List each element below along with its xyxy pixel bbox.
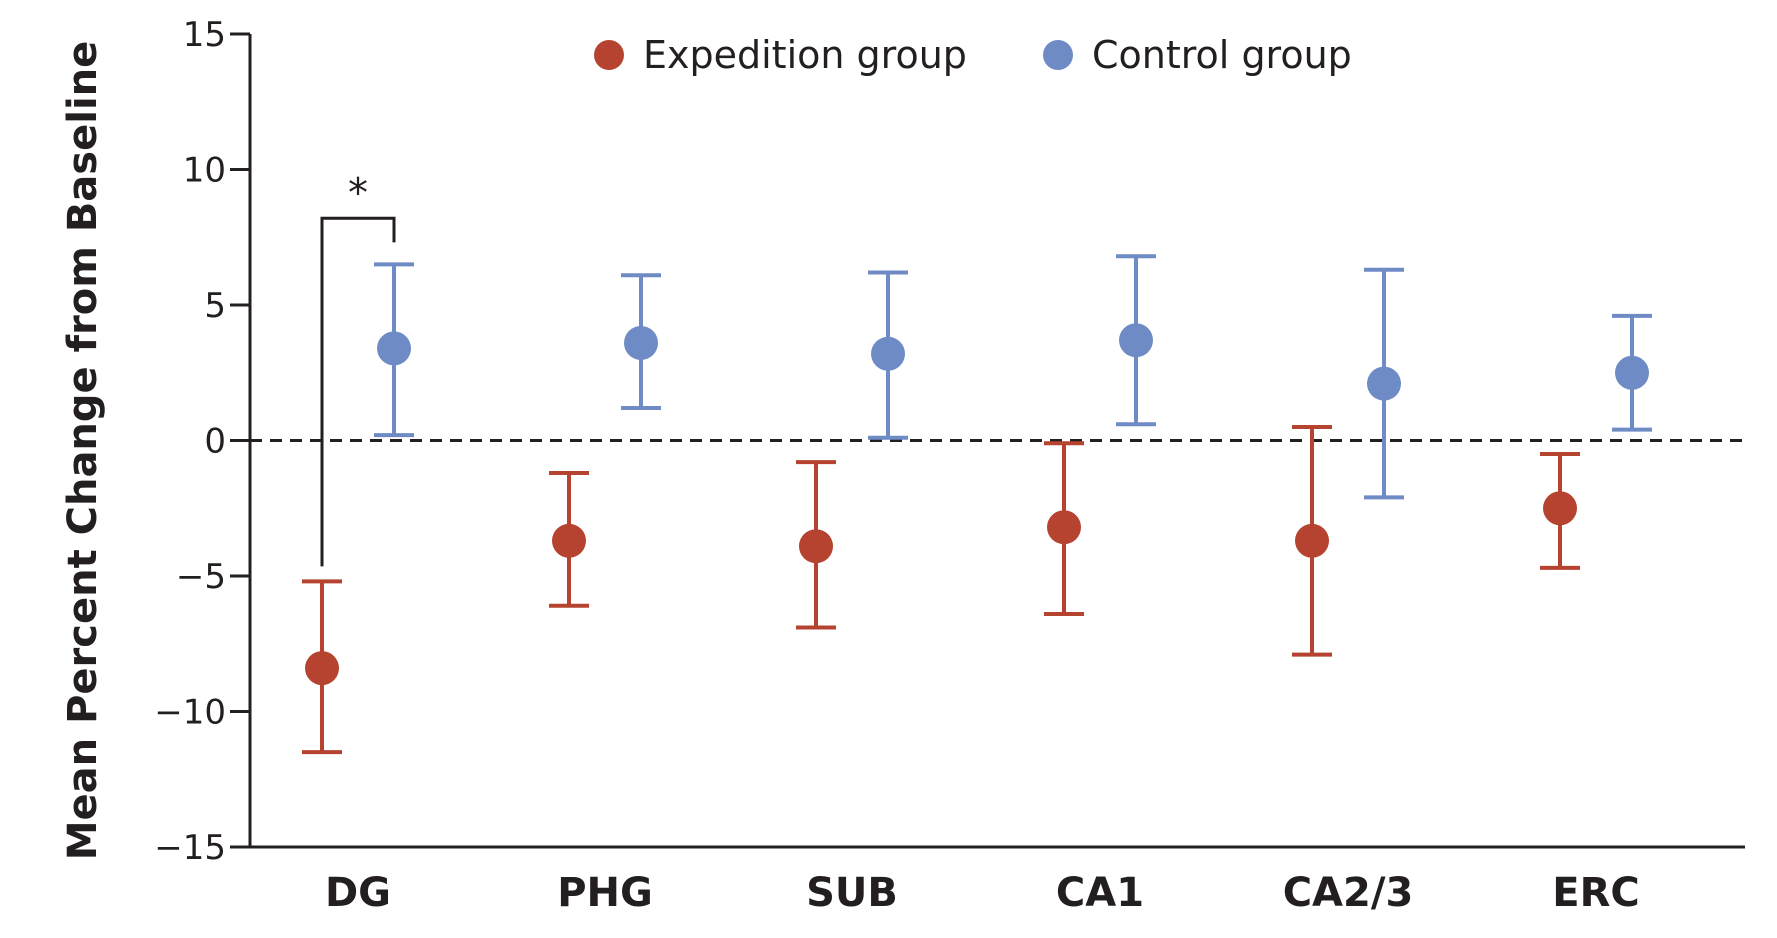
series-expedition-group [302,424,1580,755]
y-tick-label: 10 [183,151,226,191]
legend-label: Control group [1092,33,1352,77]
data-point [1295,523,1329,558]
x-category-label: DG [325,870,391,916]
legend-marker [1043,40,1073,70]
y-tick-label: 0 [204,422,226,462]
x-category-label: PHG [557,870,653,916]
data-point [799,529,833,564]
series-layer [302,254,1652,755]
y-tick-label: −15 [154,828,226,868]
data-point [1047,510,1081,545]
significance-layer: * [320,170,396,567]
data-point [1543,491,1577,526]
data-point [552,523,586,558]
significance-bracket [320,216,396,567]
data-point [1367,366,1401,401]
data-point [1615,355,1649,390]
legend-item-control-group: Control group [1043,33,1352,77]
data-point [871,336,905,371]
axis-layer: 15 10 5 0 −5 −10 −15 Mean Percent Change from B… [60,15,1745,916]
x-category-label: CA2/3 [1283,870,1414,916]
y-tick-label: −5 [176,557,226,597]
significance-asterisk: * [348,170,368,216]
x-category-label: SUB [806,870,898,916]
data-point [305,651,339,686]
y-tick-label: −10 [154,693,226,733]
series-control-group [374,254,1652,500]
legend-item-expedition-group: Expedition group [594,33,967,77]
data-point [624,325,658,360]
legend-label: Expedition group [643,33,967,77]
legend: Expedition group Control group [594,33,1352,77]
x-category-label: ERC [1552,870,1639,916]
y-tick-label: 5 [204,286,226,326]
data-point [1119,323,1153,358]
y-axis-label: Mean Percent Change from Baseline [60,41,106,861]
data-point [377,331,411,366]
x-category-label: CA1 [1056,870,1144,916]
legend-marker [594,40,624,70]
y-tick-label: 15 [183,15,226,55]
